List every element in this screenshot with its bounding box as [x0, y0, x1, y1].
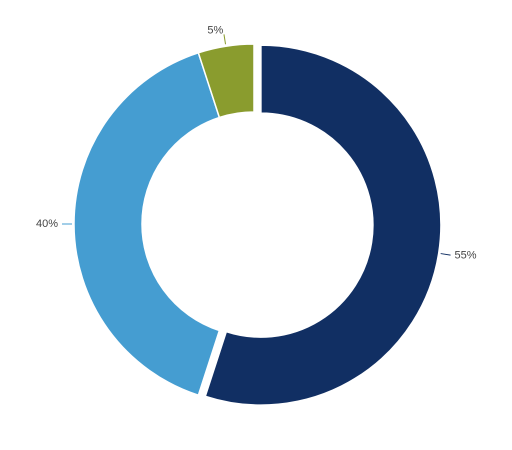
slice	[204, 44, 442, 406]
leader-line	[440, 253, 451, 256]
leader-line	[223, 34, 227, 45]
data-label: 55%	[455, 250, 477, 262]
data-label: 5%	[207, 24, 223, 36]
slice	[197, 43, 255, 119]
data-label: 40%	[36, 218, 58, 230]
slice	[73, 51, 221, 397]
